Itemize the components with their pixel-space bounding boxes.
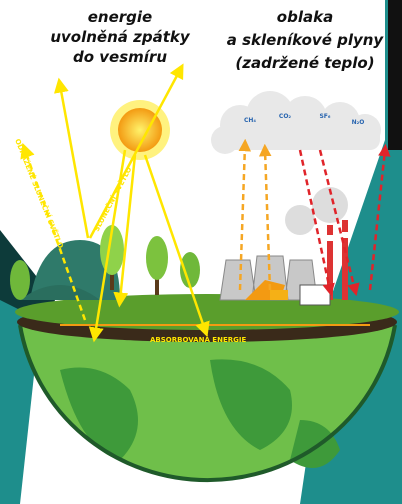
clouds [211,91,381,235]
label: energie [88,8,152,26]
label: a skleníkové plyny [227,31,385,49]
gas-label: CH₄ [244,117,256,124]
gas-label: CO₂ [279,113,292,120]
infographic: energie uvolněná zpátky do vesmíru oblak… [0,0,402,504]
label: oblaka [277,8,333,26]
gas-label: N₂O [352,119,365,126]
sun [110,100,170,160]
factory [220,220,348,305]
label: ODRAŽENÉ SLUNEČNÍ SVĚTLO [13,137,65,249]
landscape [10,225,200,300]
gas-label: SF₆ [319,113,330,120]
label: uvolněná zpátky [50,28,191,46]
label: (zadržené teplo) [235,54,374,72]
label: ABSORBOVANÁ ENERGIE [150,335,246,344]
label: do vesmíru [73,48,167,66]
